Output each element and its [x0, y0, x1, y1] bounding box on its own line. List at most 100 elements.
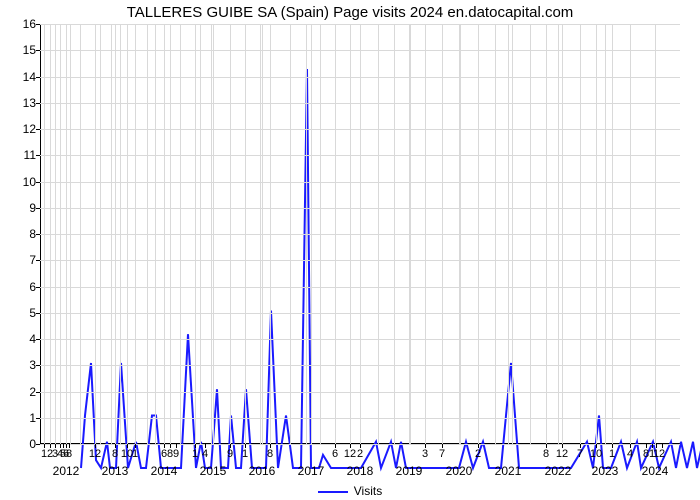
xtick-mark — [596, 444, 597, 448]
legend-label: Visits — [354, 484, 382, 498]
xtick-mark — [562, 444, 563, 448]
xtick-month-label: 2 — [475, 448, 481, 460]
xtick-mark — [44, 444, 45, 448]
vgrid-line-year — [360, 24, 361, 444]
vgrid-line — [320, 24, 321, 444]
vgrid-line — [200, 24, 201, 444]
vgrid-line — [245, 24, 246, 444]
vgrid-line — [44, 24, 45, 444]
vgrid-line — [260, 24, 261, 444]
vgrid-line — [195, 24, 196, 444]
ytick-label: 2 — [6, 385, 36, 399]
xtick-month-label: 12 — [89, 448, 101, 460]
xtick-mark — [425, 444, 426, 448]
ytick-mark — [36, 313, 40, 314]
vgrid-line — [612, 24, 613, 444]
ytick-mark — [36, 444, 40, 445]
vgrid-line — [80, 24, 81, 444]
xtick-month-label: 8 — [267, 448, 273, 460]
xtick-mark — [612, 444, 613, 448]
xtick-year-label: 2013 — [102, 464, 129, 478]
xtick-mark — [205, 444, 206, 448]
xtick-mark — [630, 444, 631, 448]
vgrid-line — [70, 24, 71, 444]
xtick-mark — [546, 444, 547, 448]
xtick-mark — [176, 444, 177, 448]
visits-line-chart: TALLERES GUIBE SA (Spain) Page visits 20… — [0, 0, 700, 500]
vgrid-line — [111, 24, 112, 444]
xtick-year-label: 2019 — [396, 464, 423, 478]
ytick-mark — [36, 129, 40, 130]
xtick-year-label: 2022 — [545, 464, 572, 478]
vgrid-line — [60, 24, 61, 444]
xtick-year-label: 2020 — [446, 464, 473, 478]
xtick-mark — [478, 444, 479, 448]
vgrid-line — [546, 24, 547, 444]
line-series — [81, 48, 700, 468]
vgrid-line — [290, 24, 291, 444]
ytick-mark — [36, 339, 40, 340]
xtick-month-label: 4 — [627, 448, 633, 460]
xtick-mark — [646, 444, 647, 448]
vgrid-line — [630, 24, 631, 444]
vgrid-line — [530, 24, 531, 444]
vgrid-line — [180, 24, 181, 444]
vgrid-line — [170, 24, 171, 444]
vgrid-line — [596, 24, 597, 444]
vgrid-line — [378, 24, 379, 444]
vgrid-line — [442, 24, 443, 444]
ytick-mark — [36, 50, 40, 51]
ytick-mark — [36, 418, 40, 419]
vgrid-line — [495, 24, 496, 444]
xtick-year-label: 2021 — [495, 464, 522, 478]
ytick-mark — [36, 365, 40, 366]
ytick-label: 10 — [6, 175, 36, 189]
xtick-month-label: 12 — [556, 448, 568, 460]
xtick-month-label: 4 — [202, 448, 208, 460]
vgrid-line-year — [605, 24, 606, 444]
ytick-mark — [36, 24, 40, 25]
vgrid-line — [394, 24, 395, 444]
vgrid-line — [95, 24, 96, 444]
xtick-month-label: 3 — [422, 448, 428, 460]
legend-swatch — [318, 491, 348, 493]
xtick-mark — [164, 444, 165, 448]
ytick-label: 6 — [6, 280, 36, 294]
vgrid-line — [147, 24, 148, 444]
vgrid-line — [512, 24, 513, 444]
xtick-mark — [55, 444, 56, 448]
xtick-mark — [50, 444, 51, 448]
ytick-label: 14 — [6, 70, 36, 84]
ytick-label: 1 — [6, 411, 36, 425]
xtick-mark — [580, 444, 581, 448]
vgrid-line — [230, 24, 231, 444]
ytick-mark — [36, 103, 40, 104]
xtick-mark — [195, 444, 196, 448]
xtick-month-label: 1 — [192, 448, 198, 460]
legend: Visits — [0, 484, 700, 498]
xtick-mark — [115, 444, 116, 448]
vgrid-line — [55, 24, 56, 444]
chart-title: TALLERES GUIBE SA (Spain) Page visits 20… — [0, 4, 700, 21]
vgrid-line-year — [409, 24, 410, 444]
xtick-year-label: 2017 — [298, 464, 325, 478]
ytick-label: 7 — [6, 253, 36, 267]
vgrid-line — [100, 24, 101, 444]
vgrid-line — [50, 24, 51, 444]
vgrid-line-year — [508, 24, 509, 444]
xtick-mark — [270, 444, 271, 448]
xtick-month-label: 10 — [590, 448, 602, 460]
vgrid-line-year — [558, 24, 559, 444]
vgrid-line-year — [164, 24, 165, 444]
vgrid-line — [335, 24, 336, 444]
vgrid-line-year — [459, 24, 460, 444]
xtick-month-label: 1 — [242, 448, 248, 460]
xtick-month-label: 12 — [344, 448, 356, 460]
ytick-label: 15 — [6, 43, 36, 57]
xtick-month-label: 8 — [543, 448, 549, 460]
ytick-mark — [36, 208, 40, 209]
xtick-year-label: 2015 — [200, 464, 227, 478]
ytick-label: 0 — [6, 437, 36, 451]
ytick-label: 5 — [6, 306, 36, 320]
xtick-year-label: 2024 — [642, 464, 669, 478]
